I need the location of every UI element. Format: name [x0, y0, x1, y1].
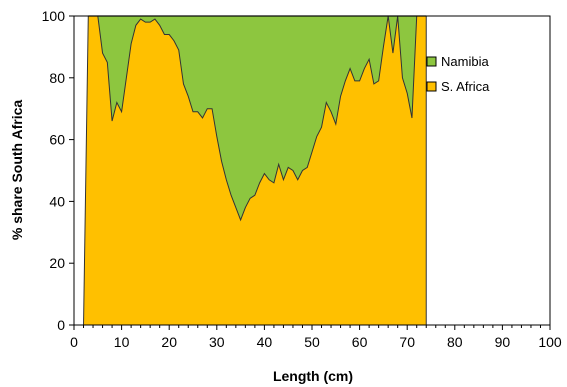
- area-s-africa: [83, 16, 427, 325]
- legend-swatch-namibia: [426, 56, 437, 67]
- x-axis-ticks: 0 10 20 30 40 50 60 70 80 90 100: [70, 325, 562, 350]
- y-tick-label: 60: [49, 132, 65, 148]
- legend-label-s-africa: S. Africa: [441, 79, 490, 94]
- x-tick-label: 70: [399, 334, 415, 350]
- x-tick-label: 0: [70, 334, 78, 350]
- x-tick-label: 30: [209, 334, 225, 350]
- x-axis-title: Length (cm): [273, 368, 353, 384]
- y-axis-ticks: 0 20 40 60 80 100: [42, 8, 74, 333]
- y-tick-label: 0: [57, 317, 65, 333]
- y-tick-label: 20: [49, 255, 65, 271]
- x-tick-label: 20: [161, 334, 177, 350]
- legend: Namibia S. Africa: [426, 54, 490, 94]
- series-line-s-africa: [83, 15, 427, 326]
- plot-area: [73, 15, 551, 326]
- y-axis-title: % share South Africa: [9, 100, 25, 241]
- x-tick-label: 40: [257, 334, 273, 350]
- legend-label-namibia: Namibia: [441, 54, 489, 69]
- x-tick-label: 100: [538, 334, 562, 350]
- y-tick-label: 80: [49, 70, 65, 86]
- x-tick-label: 10: [114, 334, 130, 350]
- x-tick-label: 80: [447, 334, 463, 350]
- x-tick-label: 50: [304, 334, 320, 350]
- y-tick-label: 40: [49, 193, 65, 209]
- x-tick-label: 90: [495, 334, 511, 350]
- y-tick-label: 100: [42, 8, 66, 24]
- x-tick-label: 60: [352, 334, 368, 350]
- legend-swatch-s-africa: [426, 81, 437, 92]
